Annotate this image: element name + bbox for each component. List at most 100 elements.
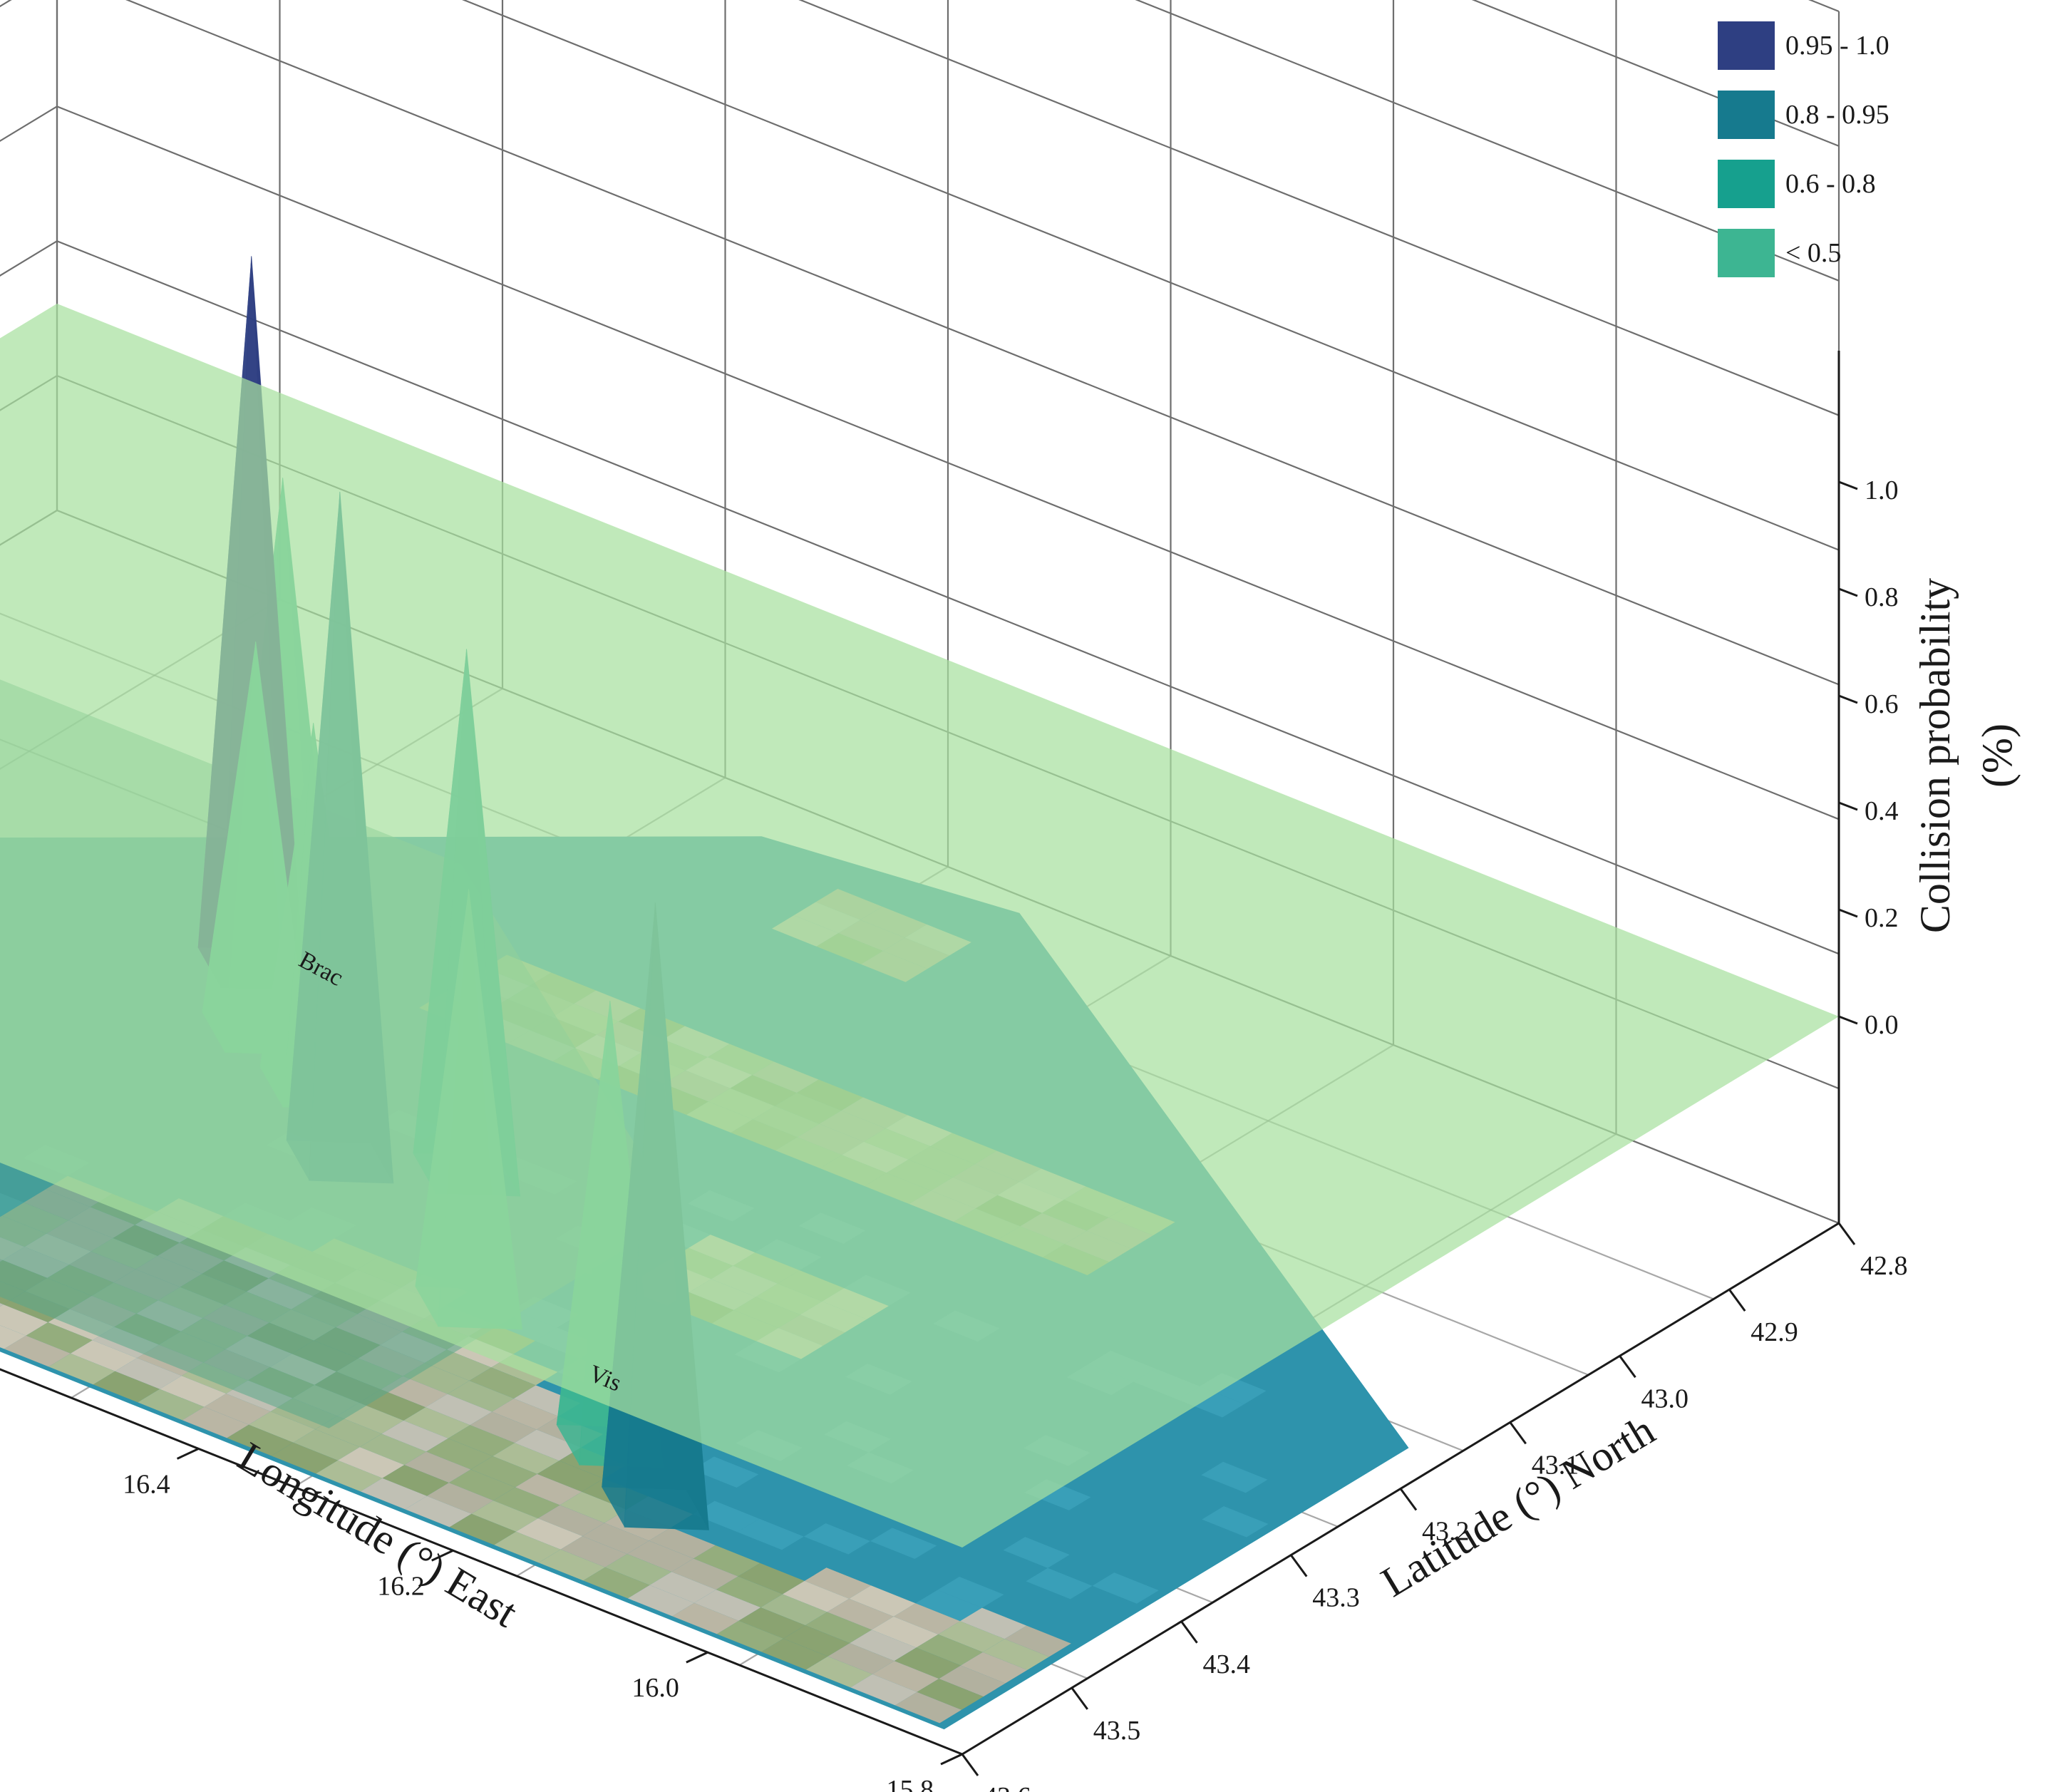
map-cell: [961, 1652, 1028, 1684]
latitude-tick-label: 43.5: [1093, 1716, 1141, 1746]
map-cell: [71, 1340, 138, 1371]
map-cell: [404, 1451, 471, 1483]
grid-wall-horizontal: [798, 0, 1840, 416]
map-cell: [470, 1411, 537, 1443]
map-cell: [760, 1594, 827, 1626]
map-cell: [4, 1335, 71, 1367]
map-cell: [827, 1598, 894, 1630]
map-cell: [427, 1483, 494, 1514]
grid-wall-horizontal: [0, 105, 1840, 820]
map-cell: [160, 1376, 227, 1407]
longitude-tick: [940, 1753, 963, 1766]
map-cell: [426, 1394, 493, 1426]
map-cell: [693, 1545, 760, 1577]
z-tick-label: 0.4: [1865, 796, 1899, 826]
map-cell: [870, 1528, 937, 1559]
map-cell: [582, 1523, 649, 1555]
longitude-tick: [176, 1448, 200, 1460]
map-cell: [538, 1549, 605, 1581]
map-cell: [338, 1447, 405, 1478]
z-tick: [1838, 587, 1858, 597]
map-cell: [693, 1500, 760, 1533]
map-cell: [1003, 1537, 1070, 1568]
grid-wall-horizontal: [1135, 0, 1840, 282]
map-cell: [937, 1577, 1004, 1608]
map-cell: [381, 1420, 448, 1452]
z-tick: [1838, 480, 1858, 490]
map-cell: [849, 1585, 916, 1617]
map-cell: [783, 1580, 850, 1612]
latitude-tick-label: 43.4: [1203, 1649, 1251, 1679]
map-cell: [1026, 1567, 1093, 1600]
map-cell: [515, 1429, 582, 1461]
legend-swatch: [1718, 21, 1775, 70]
map-cell: [982, 1639, 1049, 1670]
map-cell: [448, 1469, 515, 1501]
z-tick: [1838, 908, 1858, 918]
latitude-tick-label: 42.8: [1860, 1251, 1908, 1281]
map-cell: [627, 1540, 693, 1572]
grid-wall-horizontal: [0, 0, 1840, 686]
grid-wall-horizontal: [1808, 0, 1840, 13]
z-tick-label: 0.0: [1865, 1010, 1899, 1040]
map-cell: [403, 1407, 470, 1438]
legend-label: 0.95 - 1.0: [1785, 31, 1889, 61]
map-cell: [916, 1634, 983, 1666]
map-cell: [204, 1394, 271, 1425]
map-cell: [0, 1303, 4, 1307]
z-axis-title: Collision probability: [1912, 578, 1959, 933]
legend: 0.95 - 1.0 0.8 - 0.95 0.6 - 0.8 < 0.5: [1718, 21, 1889, 277]
map-cell: [917, 1679, 984, 1710]
latitude-tick: [1071, 1687, 1088, 1710]
longitude-tick-label: 16.0: [631, 1673, 679, 1703]
latitude-tick: [1728, 1289, 1746, 1312]
map-cell: [426, 1438, 493, 1470]
longitude-tick-label: 16.4: [123, 1469, 170, 1499]
latitude-tick: [1837, 1222, 1856, 1245]
map-cell: [469, 1367, 536, 1399]
map-cell: [560, 1491, 627, 1523]
map-cell: [471, 1500, 538, 1532]
longitude-tick: [686, 1651, 708, 1664]
map-cell: [805, 1656, 872, 1688]
map-cell: [138, 1389, 205, 1421]
latitude-tick: [1509, 1421, 1527, 1445]
map-cell: [470, 1456, 537, 1488]
map-cell: [872, 1661, 939, 1692]
map-cell: [716, 1576, 783, 1608]
threshold-plane: [0, 304, 1839, 1548]
map-cell: [716, 1620, 783, 1652]
latitude-tick: [1180, 1620, 1198, 1644]
latitude-tick: [961, 1754, 979, 1776]
map-cell: [894, 1691, 961, 1724]
map-cell: [939, 1665, 1006, 1697]
map-cell: [805, 1612, 872, 1644]
map-cell: [182, 1406, 249, 1438]
map-cell: [359, 1433, 426, 1466]
map-cell: [627, 1585, 694, 1617]
map-cell: [894, 1647, 961, 1679]
latitude-tick-label: 43.2: [1422, 1517, 1470, 1547]
latitude-tick-label: 43.1: [1532, 1450, 1579, 1480]
map-cell: [1202, 1506, 1269, 1538]
map-cell: [227, 1424, 294, 1456]
axes: [0, 351, 1858, 1776]
map-cell: [0, 1325, 26, 1349]
map-cell: [492, 1399, 559, 1430]
map-cell: [93, 1371, 160, 1403]
map-cell: [737, 1518, 804, 1550]
grid-wall-horizontal: [1471, 0, 1840, 147]
map-cell: [494, 1531, 561, 1563]
z-tick: [1838, 801, 1858, 811]
map-cell: [1004, 1625, 1071, 1657]
map-cell: [827, 1643, 894, 1674]
z-tick-label: 0.6: [1865, 689, 1899, 719]
map-cell: [1092, 1572, 1159, 1604]
map-cell: [449, 1513, 516, 1545]
map-cell: [382, 1465, 449, 1496]
z-tick-label: 1.0: [1865, 475, 1899, 505]
legend-label: 0.8 - 0.95: [1785, 100, 1889, 130]
longitude-tick: [431, 1549, 454, 1562]
map-cell: [405, 1495, 472, 1528]
z-tick: [1838, 1015, 1858, 1025]
